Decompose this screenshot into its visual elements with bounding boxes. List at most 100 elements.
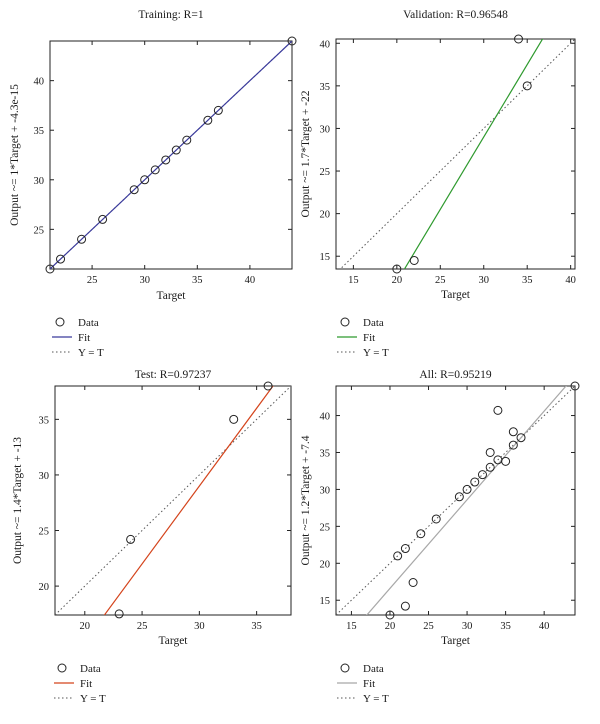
data-point — [287, 36, 297, 46]
y-tick-label: 40 — [320, 412, 331, 423]
identity-line — [336, 386, 575, 615]
legend-label: Fit — [78, 332, 90, 344]
legend-data-marker — [57, 663, 67, 673]
chart-title: All: R=0.95219 — [419, 369, 492, 381]
chart-panel-3: Test: R=0.97237 20 25 30 35 20 25 30 35 Target Out… — [12, 369, 292, 705]
plot-area — [336, 386, 575, 615]
data-point — [385, 610, 395, 620]
identity-line — [55, 386, 291, 615]
data-point — [400, 544, 410, 554]
x-tick-label: 35 — [522, 275, 533, 286]
legend-label: Fit — [80, 678, 92, 690]
chart-panel-1: Training: R=1 25 30 35 40 25 30 35 40 Target Outpu… — [9, 9, 297, 359]
data-point — [77, 234, 87, 244]
x-tick-label: 30 — [478, 275, 489, 286]
y-tick-label: 20 — [320, 210, 331, 221]
legend-label: Data — [363, 663, 384, 675]
fit-line — [50, 41, 292, 269]
chart-title: Validation: R=0.96548 — [403, 9, 508, 21]
data-point — [508, 440, 518, 450]
data-point — [485, 447, 495, 457]
data-point — [485, 462, 495, 472]
chart-panel-2: Validation: R=0.96548 15 20 25 30 35 40 15 20 25 3… — [300, 9, 576, 359]
x-axis-label: Target — [159, 635, 189, 647]
data-point — [392, 264, 402, 274]
data-point — [493, 405, 503, 415]
data-point — [454, 492, 464, 502]
data-point — [114, 609, 124, 619]
plot-area — [50, 41, 292, 269]
data-point — [400, 601, 410, 611]
legend-label: Data — [363, 317, 384, 329]
legend-label: Y = T — [80, 693, 106, 705]
x-tick-label: 15 — [348, 275, 359, 286]
legend-data-marker — [340, 317, 350, 327]
y-tick-label: 25 — [39, 527, 50, 538]
axes-frame — [49, 40, 293, 270]
data-point — [98, 214, 108, 224]
data-point — [150, 165, 160, 175]
y-axis-label: Output ~= 1*Target + -4.3e-15 — [9, 84, 21, 226]
data-point — [516, 433, 526, 443]
data-point — [462, 484, 472, 494]
data-point — [171, 145, 181, 155]
data-point — [514, 34, 524, 44]
x-tick-label: 40 — [565, 275, 576, 286]
y-tick-label: 20 — [39, 582, 50, 593]
x-tick-label: 25 — [435, 275, 446, 286]
data-point — [522, 81, 532, 91]
legend: Data Fit Y = T — [337, 663, 389, 705]
data-point — [229, 414, 239, 424]
legend-data-marker — [340, 663, 350, 673]
legend: Data Fit Y = T — [52, 317, 104, 359]
y-tick-label: 35 — [39, 415, 50, 426]
data-point — [140, 175, 150, 185]
plot-area — [339, 39, 575, 269]
data-point — [508, 427, 518, 437]
fit-line — [103, 386, 274, 615]
data-point — [263, 381, 273, 391]
y-tick-label: 25 — [320, 167, 331, 178]
x-tick-label: 35 — [251, 621, 262, 632]
y-axis-label: Output ~= 1.7*Target + -22 — [300, 90, 312, 217]
y-tick-label: 25 — [320, 522, 331, 533]
x-tick-label: 25 — [137, 621, 148, 632]
y-tick-label: 35 — [320, 448, 331, 459]
data-point — [416, 529, 426, 539]
chart-title: Test: R=0.97237 — [135, 369, 212, 381]
x-tick-label: 30 — [139, 275, 150, 286]
x-axis-label: Target — [441, 635, 471, 647]
x-tick-label: 15 — [346, 621, 357, 632]
x-axis-label: Target — [441, 289, 471, 301]
data-point — [161, 155, 171, 165]
plot-area — [55, 386, 291, 615]
axes-frame — [54, 385, 292, 616]
y-tick-label: 15 — [320, 252, 331, 263]
legend-label: Data — [78, 317, 99, 329]
y-tick-label: 30 — [320, 124, 331, 135]
fit-line — [403, 39, 544, 269]
data-point — [409, 255, 419, 265]
x-tick-label: 30 — [462, 621, 473, 632]
axes-frame — [335, 385, 576, 616]
fit-line — [366, 386, 567, 615]
data-point — [56, 254, 66, 264]
legend: Data Fit Y = T — [337, 317, 389, 359]
x-tick-label: 25 — [87, 275, 98, 286]
data-point — [570, 381, 580, 391]
y-axis-label: Output ~= 1.4*Target + -13 — [12, 437, 24, 564]
data-point — [470, 477, 480, 487]
y-tick-label: 15 — [320, 596, 331, 607]
data-point — [393, 551, 403, 561]
x-tick-label: 30 — [194, 621, 205, 632]
y-tick-label: 40 — [34, 77, 45, 88]
data-point — [182, 135, 192, 145]
data-point — [431, 514, 441, 524]
x-tick-label: 35 — [500, 621, 511, 632]
data-point — [203, 115, 213, 125]
data-point — [213, 105, 223, 115]
y-tick-label: 20 — [320, 559, 331, 570]
data-point — [501, 456, 511, 466]
legend-label: Data — [80, 663, 101, 675]
